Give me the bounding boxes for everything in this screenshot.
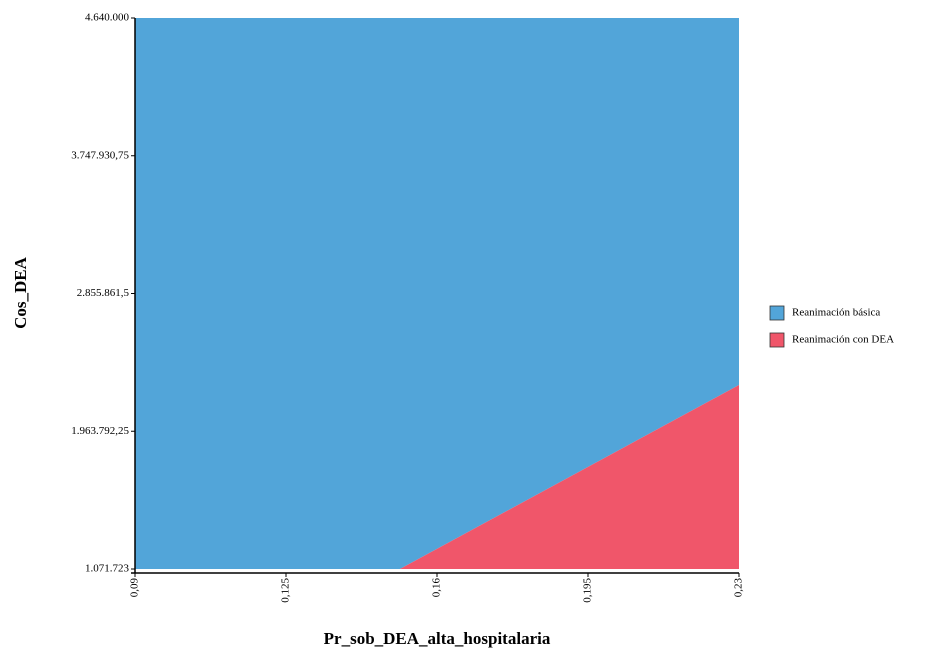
y-axis-title: Cos_DEA	[11, 256, 30, 329]
y-tick-label: 4.640.000	[85, 12, 130, 24]
y-tick-label: 1.071.723	[85, 563, 130, 575]
legend-swatch	[769, 332, 785, 348]
y-tick-label: 3.747.930,75	[71, 149, 129, 161]
region	[399, 384, 739, 569]
x-tick-label: 0,23	[733, 578, 745, 598]
legend-label: Reanimación con DEA	[792, 334, 894, 346]
x-tick-label: 0,125	[280, 578, 292, 603]
y-tick-label: 1.963.792,25	[71, 425, 129, 437]
legend-swatch	[769, 305, 785, 321]
x-tick-label: 0,16	[431, 578, 443, 598]
region	[135, 18, 739, 569]
y-tick-label: 2.855.861,5	[77, 287, 130, 299]
x-tick-label: 0,195	[582, 578, 594, 603]
legend-label: Reanimación básica	[792, 307, 880, 319]
x-axis-title: Pr_sob_DEA_alta_hospitalaria	[324, 629, 551, 648]
x-tick-label: 0,09	[129, 578, 141, 598]
